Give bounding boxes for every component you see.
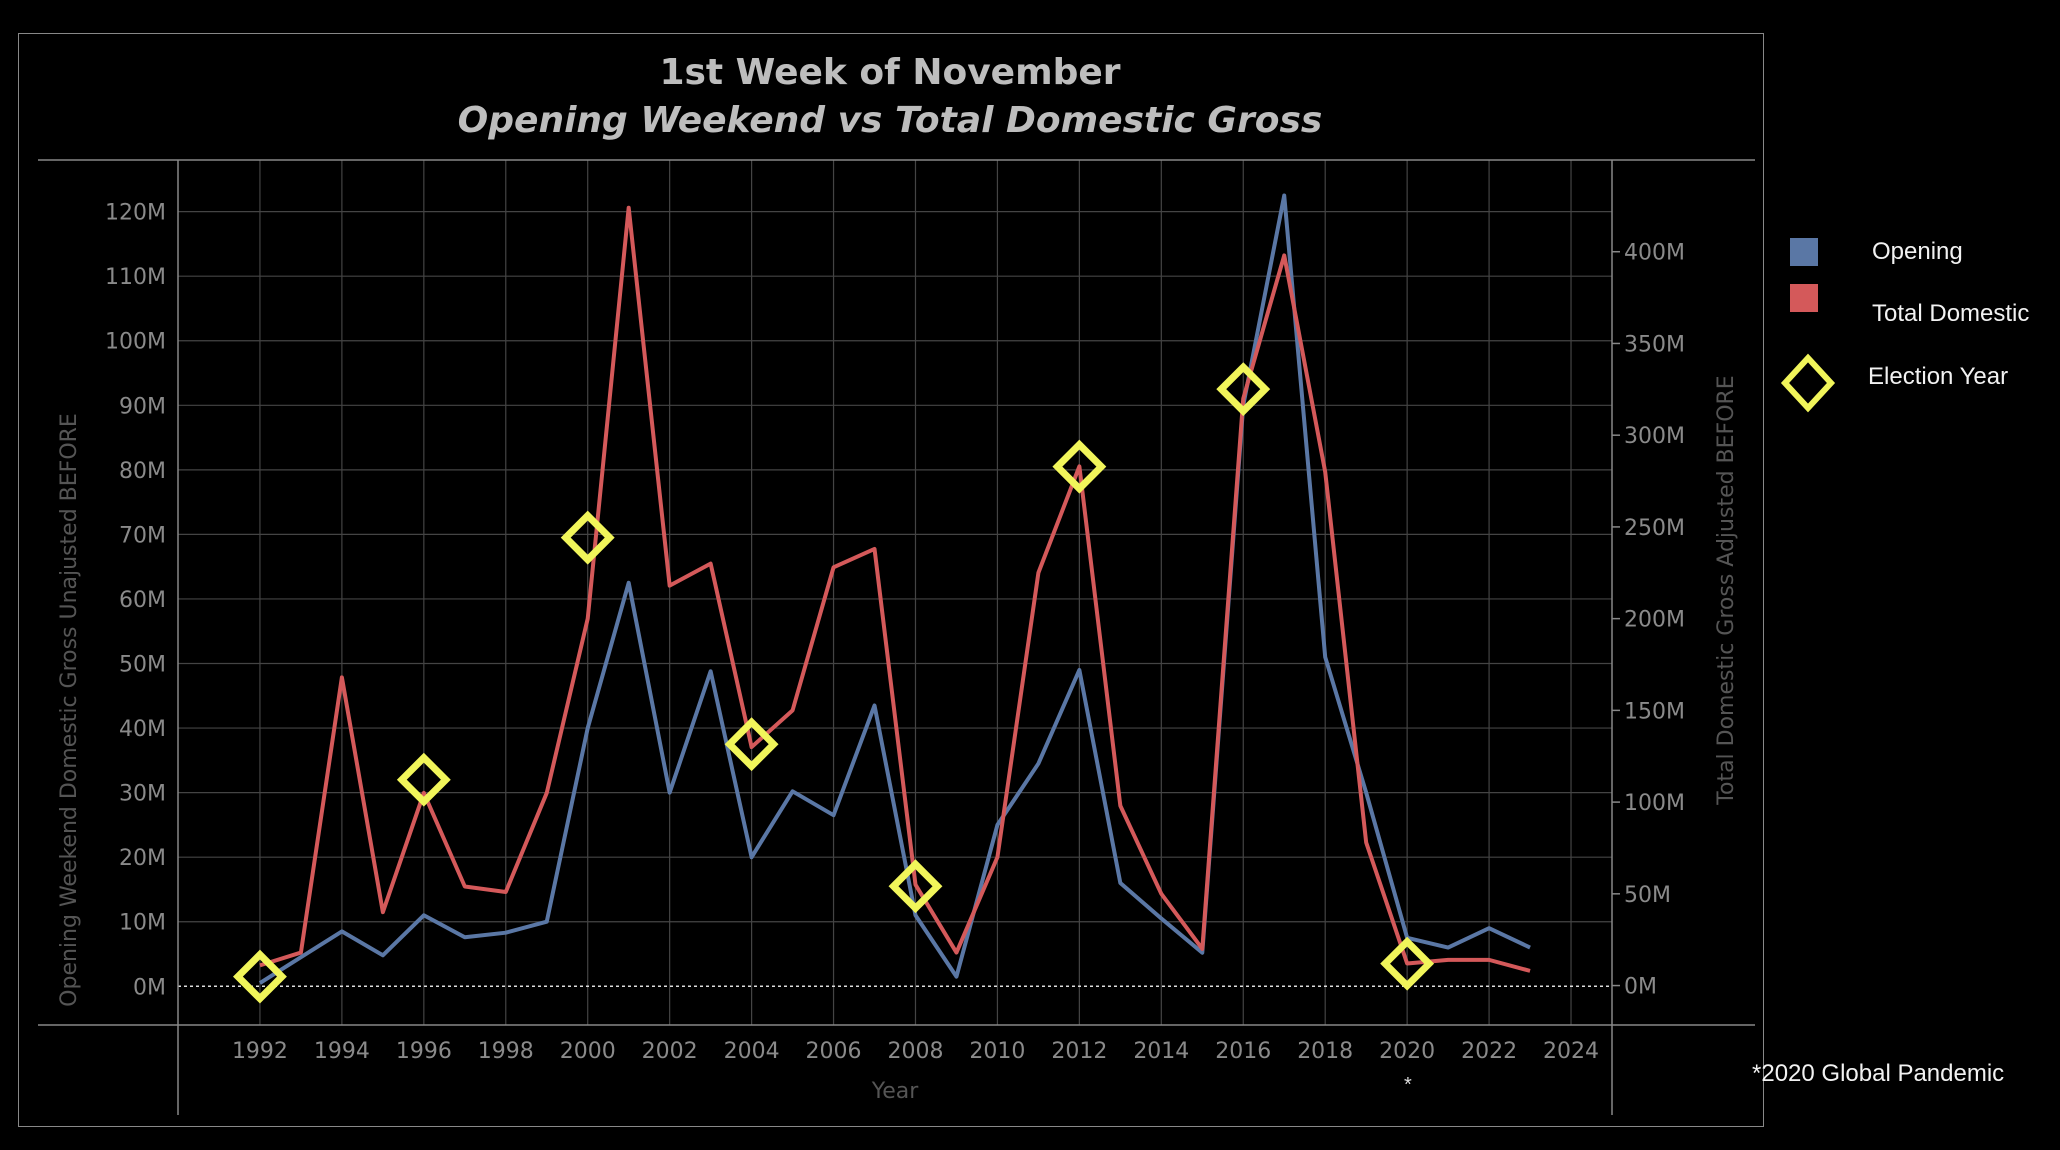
- y-right-tick-label: 0M: [1624, 975, 1657, 1000]
- y-left-tick-label: 120M: [105, 201, 166, 226]
- election-year-marker: [888, 859, 943, 914]
- chart-frame: [18, 33, 1764, 1127]
- y-left-tick-label: 0M: [133, 975, 166, 1000]
- grid-lines: [178, 160, 1612, 1025]
- election-markers: [232, 362, 1435, 1004]
- pandemic-footnote: *2020 Global Pandemic: [1752, 1060, 2005, 1087]
- y-left-tick-label: 40M: [119, 717, 166, 742]
- chart-title: 1st Week of November: [659, 52, 1121, 93]
- election-year-marker: [1052, 439, 1107, 494]
- x-tick-label: 1996: [396, 1039, 452, 1064]
- y-axis-left-label: Opening Weekend Domestic Gross Unajusted…: [57, 413, 82, 1007]
- y-left-tick-label: 10M: [119, 911, 166, 936]
- y-right-tick-label: 250M: [1624, 516, 1685, 541]
- y-right-tick-label: 100M: [1624, 791, 1685, 816]
- legend-swatch-total: [1790, 284, 1818, 312]
- x-tick-label: 2024: [1543, 1039, 1599, 1064]
- election-year-marker: [396, 752, 451, 807]
- x-tick-label: 2008: [887, 1039, 943, 1064]
- x-tick-label: 2000: [560, 1039, 616, 1064]
- x-tick-label: 2020: [1379, 1039, 1435, 1064]
- x-tick-label: 2004: [724, 1039, 780, 1064]
- x-tick-label: 1992: [232, 1039, 288, 1064]
- line-chart: 1992 1994 1996 1998 2000 2002 2004 2006 2008 2010…: [38, 159, 1755, 1115]
- x-tick-label: 2022: [1461, 1039, 1517, 1064]
- x-tick-label: 2018: [1297, 1039, 1353, 1064]
- axes: 1992 1994 1996 1998 2000 2002 2004 2006 2008 2010…: [38, 159, 1755, 1115]
- legend-swatch-opening: [1790, 238, 1818, 266]
- election-year-marker: [1216, 362, 1271, 417]
- series-line-opening: [258, 193, 1531, 985]
- series-line-total-domestic: [259, 205, 1531, 973]
- x-tick-label: 2010: [969, 1039, 1025, 1064]
- election-year-marker: [724, 717, 779, 772]
- legend-label-total: Total Domestic: [1872, 300, 2030, 327]
- series-lines: [258, 193, 1531, 985]
- pandemic-asterisk: *: [1404, 1074, 1412, 1096]
- y-left-tick-label: 110M: [105, 265, 166, 290]
- x-tick-label: 2006: [806, 1039, 862, 1064]
- y-left-tick-label: 80M: [119, 459, 166, 484]
- x-tick-label: 2012: [1051, 1039, 1107, 1064]
- legend-label-opening: Opening: [1872, 238, 1963, 265]
- y-right-tick-label: 300M: [1624, 424, 1685, 449]
- legend-diamond-icon: [1780, 353, 1836, 413]
- x-tick-label: 1998: [478, 1039, 534, 1064]
- election-year-marker: [232, 949, 287, 1004]
- x-tick-label: 1994: [314, 1039, 370, 1064]
- y-right-tick-label: 400M: [1624, 241, 1685, 266]
- y-left-tick-label: 20M: [119, 846, 166, 871]
- y-right-tick-label: 350M: [1624, 332, 1685, 357]
- y-axis-right-label: Total Domestic Gross Adjusted BEFORE: [1714, 375, 1739, 805]
- election-year-marker: [560, 510, 615, 565]
- legend-label-election: Election Year: [1868, 363, 2009, 390]
- election-year-marker: [1380, 936, 1435, 991]
- y-left-tick-label: 70M: [119, 523, 166, 548]
- x-axis-label: Year: [871, 1079, 920, 1104]
- y-left-tick-label: 100M: [105, 330, 166, 355]
- y-right-tick-label: 150M: [1624, 699, 1685, 724]
- x-tick-label: 2016: [1215, 1039, 1271, 1064]
- x-tick-label: 2014: [1133, 1039, 1189, 1064]
- x-tick-label: 2002: [642, 1039, 698, 1064]
- y-left-tick-label: 30M: [119, 782, 166, 807]
- y-right-tick-label: 50M: [1624, 883, 1671, 908]
- y-left-tick-label: 90M: [119, 394, 166, 419]
- y-right-tick-label: 200M: [1624, 608, 1685, 633]
- chart-subtitle: Opening Weekend vs Total Domestic Gross: [457, 100, 1323, 141]
- y-left-tick-label: 50M: [119, 653, 166, 678]
- y-left-tick-label: 60M: [119, 588, 166, 613]
